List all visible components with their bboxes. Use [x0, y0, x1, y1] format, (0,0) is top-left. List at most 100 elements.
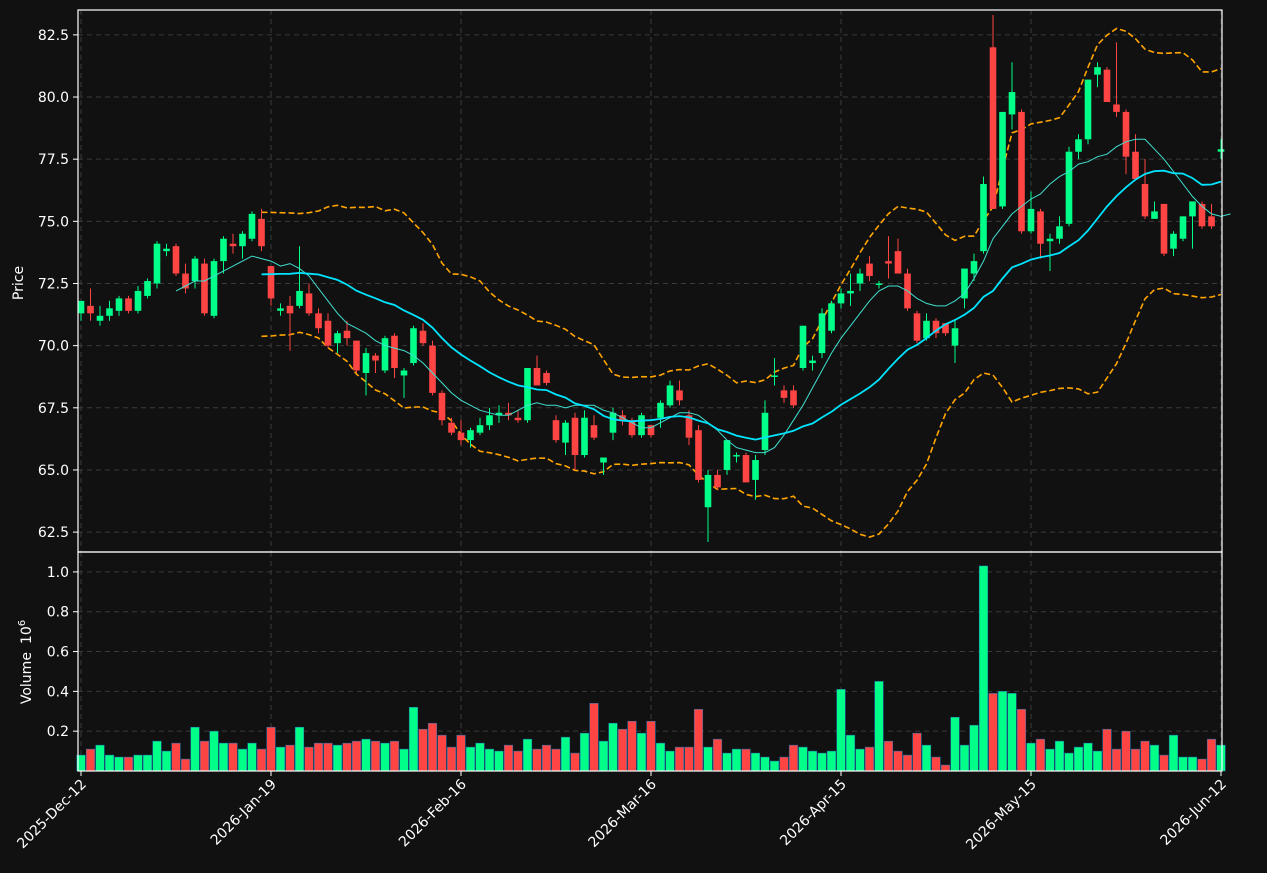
- volume-bar: [342, 742, 352, 772]
- volume-bar: [703, 746, 713, 772]
- candle-down: [353, 340, 360, 371]
- bollinger-bands: [261, 27, 1222, 538]
- volume-bar: [864, 746, 875, 772]
- volume-bar: [332, 744, 343, 772]
- volume-bar: [1140, 740, 1150, 772]
- candle-up: [115, 298, 123, 311]
- candle-up: [106, 308, 113, 316]
- candle-down: [258, 218, 265, 247]
- candle-down: [315, 313, 322, 329]
- candle-down: [533, 368, 541, 386]
- volume-bar: [598, 740, 609, 772]
- candle-down: [590, 425, 598, 438]
- candle-up: [847, 290, 854, 294]
- volume-bar: [646, 720, 656, 772]
- candle-up: [134, 290, 142, 311]
- candle-up: [334, 333, 341, 344]
- volume-bar: [731, 748, 742, 772]
- volume-bar: [190, 726, 200, 772]
- price-axis-title: Price: [11, 266, 27, 300]
- volume-bar: [1216, 744, 1226, 772]
- candle-down: [438, 392, 446, 421]
- volume-bar: [1130, 748, 1141, 772]
- candle-down: [913, 313, 921, 341]
- candle-down: [676, 390, 683, 401]
- candle-up: [1027, 208, 1035, 232]
- volume-bar: [313, 742, 324, 772]
- volume-bar: [228, 742, 238, 772]
- candle-down: [372, 355, 379, 361]
- volume-bar: [304, 746, 314, 772]
- ma-short-line: [175, 138, 1231, 454]
- candle-down: [1103, 69, 1111, 102]
- volume-bar: [1007, 693, 1017, 772]
- candle-up: [144, 281, 151, 296]
- candle-down: [1132, 151, 1139, 180]
- price-tick-label: 67.5: [38, 401, 69, 417]
- price-tick-label: 62.5: [38, 525, 69, 541]
- volume-bar: [874, 681, 884, 772]
- volume-bar: [361, 738, 371, 772]
- volume-bar: [1197, 758, 1207, 772]
- volume-bar: [161, 750, 172, 772]
- candle-down: [1113, 104, 1120, 112]
- volume-bar: [209, 730, 219, 772]
- candles: [77, 14, 1225, 543]
- candle-up: [1179, 216, 1187, 239]
- volume-bar: [560, 736, 571, 772]
- volume-bar: [712, 738, 723, 772]
- volume-bar: [285, 744, 295, 772]
- volume-tick-label: 0.2: [47, 724, 69, 740]
- volume-bar: [380, 742, 390, 772]
- volume-panel-frame: [77, 551, 1223, 772]
- volume-bar: [133, 754, 143, 772]
- volume-bar: [275, 746, 286, 772]
- volume-bar: [1045, 748, 1055, 772]
- candle-up: [467, 430, 474, 441]
- volume-bar: [351, 740, 362, 772]
- volume-bar: [247, 742, 257, 772]
- volume-bar: [845, 734, 856, 772]
- volume-bar: [513, 750, 523, 772]
- candle-down: [305, 293, 313, 314]
- volume-tick-label: 0.4: [47, 684, 69, 700]
- volume-bar: [693, 709, 704, 772]
- volume-bar: [617, 728, 628, 772]
- price-tick-label: 72.5: [38, 276, 69, 292]
- candle-up: [1084, 79, 1092, 140]
- candle-up: [400, 370, 408, 376]
- price-tick-label: 75.0: [38, 214, 69, 230]
- candle-up: [581, 417, 588, 456]
- volume-bar: [988, 693, 998, 772]
- volume-bar: [570, 752, 580, 772]
- volume-bar: [636, 732, 647, 772]
- price-tick-label: 65.0: [38, 463, 69, 479]
- volume-bar: [494, 750, 504, 772]
- candle-up: [733, 455, 740, 457]
- candle-up: [666, 385, 674, 406]
- candle-up: [771, 375, 778, 377]
- volume-bar: [608, 722, 618, 772]
- candle-down: [419, 330, 427, 344]
- candle-up: [752, 460, 759, 480]
- volume-bar: [969, 724, 979, 772]
- candle-up: [248, 213, 256, 239]
- candle-up: [1008, 92, 1016, 115]
- volume-bar: [475, 742, 485, 772]
- candle-up: [77, 300, 85, 314]
- volume-bar: [465, 746, 476, 772]
- volume-bar: [85, 748, 96, 772]
- volume-bar: [741, 748, 751, 772]
- volume-bar: [589, 703, 599, 772]
- candle-down: [695, 430, 702, 480]
- volume-bar: [817, 752, 827, 772]
- volume-bar: [389, 740, 400, 772]
- candle-down: [201, 263, 208, 314]
- candle-down: [87, 305, 94, 314]
- volume-bar: [1073, 746, 1084, 772]
- volume-bar: [912, 732, 922, 772]
- candle-up: [486, 415, 493, 426]
- volume-bar: [503, 744, 514, 772]
- candle-up: [1075, 139, 1082, 152]
- bollinger-lower-line: [261, 287, 1222, 538]
